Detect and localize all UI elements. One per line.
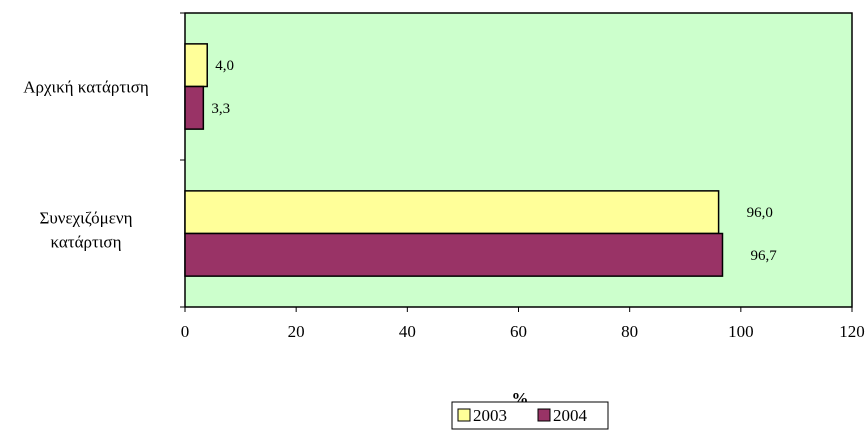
bar-2004-1 — [184, 232, 724, 277]
data-label: 3,3 — [211, 101, 230, 117]
legend-swatch-2003 — [457, 408, 471, 422]
data-label: 96,7 — [750, 248, 777, 264]
x-tick-label: 120 — [839, 322, 865, 341]
x-tick-label: 20 — [288, 322, 305, 341]
category-label: Συνεχιζόμενη κατάρτιση — [39, 209, 132, 252]
x-tick-label: 100 — [728, 322, 754, 341]
data-label: 4,0 — [215, 58, 234, 74]
data-label: 96,0 — [747, 205, 773, 221]
legend: 2003 2004 — [451, 401, 609, 430]
bar-2003-1 — [184, 190, 720, 235]
bar-2004-0 — [184, 85, 205, 130]
x-tick-label: 0 — [181, 322, 190, 341]
legend-swatch-2004 — [537, 408, 551, 422]
x-tick-label: 40 — [399, 322, 416, 341]
bar-2003-0 — [184, 43, 208, 88]
legend-label-2003: 2003 — [473, 406, 507, 425]
legend-label-2004: 2004 — [553, 406, 588, 425]
legend-box — [451, 401, 609, 430]
x-tick-label: 60 — [510, 322, 527, 341]
x-tick-label: 80 — [621, 322, 638, 341]
category-label: Αρχική κατάρτιση — [23, 78, 149, 97]
